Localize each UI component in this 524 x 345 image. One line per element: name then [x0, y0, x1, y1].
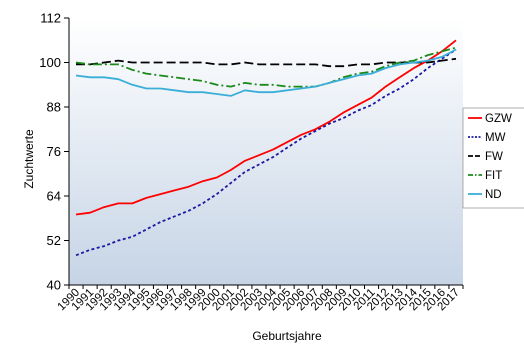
x-axis-title: Geburtsjahre [252, 329, 322, 343]
legend: GZW MW FW FIT ND [462, 107, 524, 209]
y-tick-label: 100 [39, 55, 61, 70]
series-lines [75, 39, 457, 257]
y-axis-title: Zuchtwerte [22, 129, 36, 189]
legend-label-nd: ND [485, 189, 502, 201]
x-axis-ticks: 1990199119921993199419951996199719981999… [56, 285, 464, 313]
y-tick-label: 88 [47, 100, 61, 115]
y-tick-label: 64 [47, 189, 61, 204]
legend-label-fit: FIT [485, 170, 502, 182]
series-line-gzw [75, 39, 457, 216]
y-tick-label: 76 [47, 144, 61, 159]
y-tick-label: 112 [40, 11, 61, 26]
series-line-mw [75, 48, 457, 257]
legend-label-mw: MW [485, 132, 506, 144]
y-axis-ticks: 40 52 64 76 88 100 112 [39, 11, 69, 293]
series-line-fw [76, 57, 457, 68]
legend-label-fw: FW [485, 151, 503, 163]
y-tick-label: 52 [47, 233, 61, 248]
y-tick-label: 40 [47, 278, 61, 293]
series-line-nd [75, 48, 457, 97]
series-line-fit [75, 46, 457, 88]
legend-label-gzw: GZW [485, 113, 512, 125]
legend-box [462, 107, 524, 209]
